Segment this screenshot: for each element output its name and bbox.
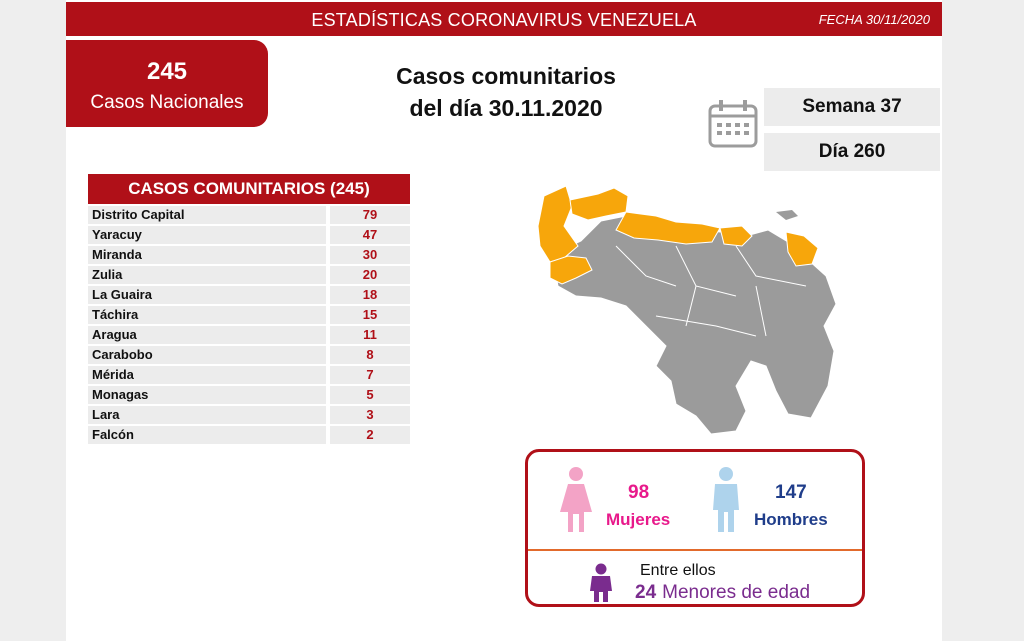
state-value: 3 bbox=[330, 406, 410, 424]
table-row: Distrito Capital 79 bbox=[88, 206, 410, 224]
infographic: ESTADÍSTICAS CORONAVIRUS VENEZUELA FECHA… bbox=[66, 0, 942, 641]
state-value: 18 bbox=[330, 286, 410, 304]
table-row: Lara 3 bbox=[88, 406, 410, 424]
state-value: 8 bbox=[330, 346, 410, 364]
table-row: La Guaira 18 bbox=[88, 286, 410, 304]
week-badge: Semana 37 bbox=[764, 88, 940, 126]
state-name: Lara bbox=[88, 406, 326, 424]
tachira-merida bbox=[549, 255, 593, 285]
cases-table: CASOS COMUNITARIOS (245) Distrito Capita… bbox=[88, 174, 410, 444]
monagas-state bbox=[785, 231, 819, 267]
state-name: Carabobo bbox=[88, 346, 326, 364]
table-row: Yaracuy 47 bbox=[88, 226, 410, 244]
yaracuy-carabobo-aragua bbox=[615, 211, 721, 245]
page-title: Casos comunitarios del día 30.11.2020 bbox=[356, 60, 656, 124]
women-label: Mujeres bbox=[606, 510, 671, 529]
minors-label: Menores de edad bbox=[662, 582, 811, 603]
divider bbox=[528, 549, 862, 551]
map-base bbox=[553, 215, 837, 435]
miranda-capital bbox=[719, 225, 753, 247]
national-count: 245 bbox=[146, 58, 188, 85]
state-name: Aragua bbox=[88, 326, 326, 344]
table-row: Mérida 7 bbox=[88, 366, 410, 384]
minors-prefix: Entre ellos bbox=[640, 562, 716, 579]
margarita-island bbox=[776, 210, 798, 220]
table-header: CASOS COMUNITARIOS (245) bbox=[88, 174, 410, 204]
table-row: Aragua 11 bbox=[88, 326, 410, 344]
header-bar: ESTADÍSTICAS CORONAVIRUS VENEZUELA FECHA… bbox=[66, 2, 942, 36]
child-icon bbox=[590, 563, 612, 602]
title-line-2: del día 30.11.2020 bbox=[409, 95, 603, 121]
state-name: Monagas bbox=[88, 386, 326, 404]
state-name: La Guaira bbox=[88, 286, 326, 304]
calendar-icon bbox=[708, 100, 758, 148]
state-name: Distrito Capital bbox=[88, 206, 326, 224]
minors-line: 24 Menores de edad bbox=[635, 582, 810, 604]
women-count: 98 bbox=[628, 482, 650, 503]
table-row: Falcón 2 bbox=[88, 426, 410, 444]
state-name: Táchira bbox=[88, 306, 326, 324]
men-label: Hombres bbox=[754, 510, 828, 529]
demographics-panel: 98 Mujeres 147 Hombres Entre ellos 24 Men… bbox=[525, 449, 865, 607]
table-row: Táchira 15 bbox=[88, 306, 410, 324]
state-value: 5 bbox=[330, 386, 410, 404]
title-line-1: Casos comunitarios bbox=[396, 63, 616, 89]
table-row: Monagas 5 bbox=[88, 386, 410, 404]
men-count: 147 bbox=[775, 482, 807, 503]
national-label: Casos Nacionales bbox=[90, 92, 244, 113]
state-value: 47 bbox=[330, 226, 410, 244]
header-title: ESTADÍSTICAS CORONAVIRUS VENEZUELA bbox=[311, 10, 697, 30]
falcon-lara-coast bbox=[569, 187, 629, 221]
day-badge: Día 260 bbox=[764, 133, 940, 171]
man-icon bbox=[713, 467, 739, 532]
venezuela-map bbox=[537, 186, 837, 435]
state-value: 2 bbox=[330, 426, 410, 444]
state-value: 79 bbox=[330, 206, 410, 224]
table-row: Zulia 20 bbox=[88, 266, 410, 284]
minors-count: 24 bbox=[635, 582, 657, 603]
state-value: 20 bbox=[330, 266, 410, 284]
header-date: FECHA 30/11/2020 bbox=[818, 12, 930, 27]
state-name: Miranda bbox=[88, 246, 326, 264]
state-value: 11 bbox=[330, 326, 410, 344]
state-name: Falcón bbox=[88, 426, 326, 444]
state-value: 7 bbox=[330, 366, 410, 384]
state-value: 15 bbox=[330, 306, 410, 324]
table-row: Carabobo 8 bbox=[88, 346, 410, 364]
table-row: Miranda 30 bbox=[88, 246, 410, 264]
zulia-state bbox=[537, 186, 579, 263]
state-value: 30 bbox=[330, 246, 410, 264]
state-name: Zulia bbox=[88, 266, 326, 284]
state-name: Mérida bbox=[88, 366, 326, 384]
woman-icon bbox=[560, 467, 592, 532]
national-cases-box: 245 Casos Nacionales bbox=[66, 40, 268, 127]
state-name: Yaracuy bbox=[88, 226, 326, 244]
